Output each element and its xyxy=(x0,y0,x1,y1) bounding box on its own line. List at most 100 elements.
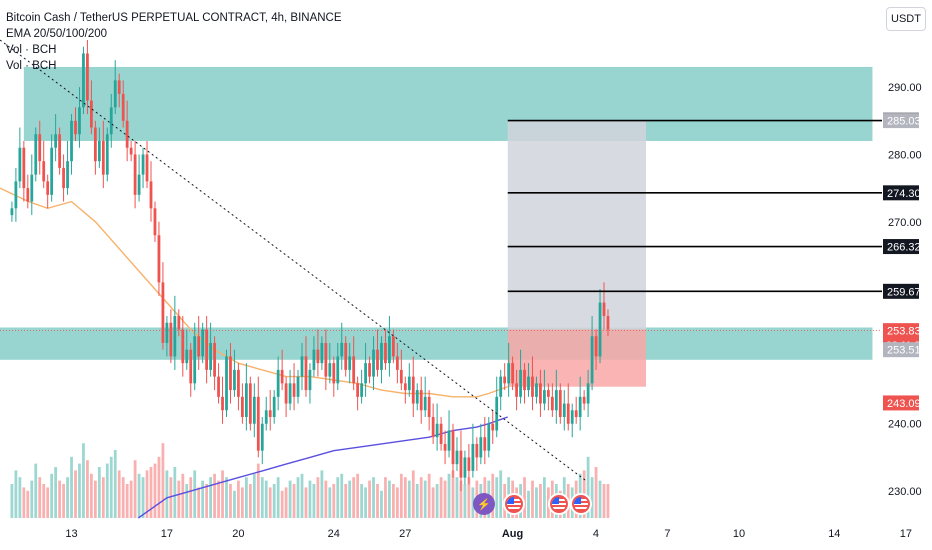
candle-body xyxy=(97,140,101,162)
candle-body xyxy=(554,390,558,411)
volume-bar xyxy=(213,473,216,518)
candle-body xyxy=(380,342,383,370)
volume-bar xyxy=(348,480,352,518)
time-tick-label: 4 xyxy=(593,528,599,540)
volume-bar xyxy=(384,477,387,518)
candle-body xyxy=(74,120,77,135)
candle-body xyxy=(256,396,260,451)
volume-bar xyxy=(169,477,173,518)
price-tag-label: 253.51 xyxy=(887,345,921,357)
symbol-title[interactable]: Bitcoin Cash / TetherUS PERPETUAL CONTRA… xyxy=(6,12,342,24)
volume-bar xyxy=(105,463,109,518)
volume-indicator-label-2[interactable]: Vol · BCH xyxy=(6,60,57,72)
candle-body xyxy=(602,302,606,317)
stop-zone xyxy=(507,329,647,387)
candle-body xyxy=(233,369,236,391)
volume-bar xyxy=(471,487,475,518)
candle-body xyxy=(467,457,471,471)
candle-body xyxy=(66,161,69,189)
price-tag xyxy=(883,342,919,358)
volume-bar xyxy=(121,477,125,518)
us-flag-event-icon[interactable] xyxy=(548,493,570,515)
supply-demand-zone xyxy=(23,66,873,141)
ema-indicator-label[interactable]: EMA 20/50/100/200 xyxy=(6,28,108,40)
volume-bar xyxy=(360,484,364,518)
candle-body xyxy=(352,356,356,384)
candle-body xyxy=(185,349,189,364)
candle-body xyxy=(153,208,157,236)
volume-bar xyxy=(395,487,399,518)
candle-body xyxy=(372,349,375,377)
volume-bar xyxy=(252,473,256,518)
candle-body xyxy=(209,342,212,370)
us-flag-event-icon[interactable] xyxy=(503,493,525,515)
candle-body xyxy=(447,430,451,451)
candle-body xyxy=(272,396,276,418)
candle-body xyxy=(527,376,530,391)
time-tick-label: 24 xyxy=(328,528,340,540)
volume-bar xyxy=(149,467,153,518)
candle-body xyxy=(606,316,610,330)
volume-bar xyxy=(324,480,328,518)
currency-button[interactable]: USDT xyxy=(886,7,926,31)
price-tick-label: 270.00 xyxy=(888,217,922,229)
volume-bar xyxy=(93,480,97,518)
candle-body xyxy=(543,390,546,404)
candle-body xyxy=(479,437,483,458)
volume-bar xyxy=(161,443,165,518)
price-tick-label: 240.00 xyxy=(888,419,922,431)
us-flag-event-icon[interactable] xyxy=(570,493,592,515)
volume-bar xyxy=(241,487,244,518)
candle-body xyxy=(78,107,81,135)
flag-icon xyxy=(552,497,566,511)
candle-body xyxy=(451,430,455,465)
candle-body xyxy=(566,403,570,424)
candle-body xyxy=(364,363,367,384)
candle-body xyxy=(503,376,507,384)
candle-body xyxy=(407,376,411,391)
candle-body xyxy=(570,410,574,424)
volume-bar xyxy=(86,460,89,518)
candle-body xyxy=(213,342,216,377)
candle-body xyxy=(109,107,113,135)
candle-body xyxy=(550,396,554,411)
candle-body xyxy=(264,410,268,424)
candle-body xyxy=(145,154,149,182)
candle-body xyxy=(487,423,491,451)
volume-bar xyxy=(137,473,141,518)
volume-bar xyxy=(58,480,61,518)
candle-body xyxy=(181,329,185,364)
ema-50-line xyxy=(0,187,508,398)
candle-body xyxy=(58,134,61,168)
volume-bar xyxy=(586,456,590,518)
candle-body xyxy=(229,356,232,391)
candle-body xyxy=(173,316,177,357)
candle-body xyxy=(252,396,256,424)
volume-bar xyxy=(157,456,161,518)
volume-bar xyxy=(376,484,379,518)
ema-lines xyxy=(0,187,508,519)
candle-body xyxy=(197,336,201,357)
candle-body xyxy=(141,154,145,175)
candle-body xyxy=(165,322,169,343)
lightning-event-icon[interactable]: ⚡ xyxy=(473,493,495,515)
candle-body xyxy=(93,127,97,162)
price-tag-label: 243.09 xyxy=(887,398,921,410)
candle-body xyxy=(217,376,220,397)
volume-bar xyxy=(288,480,292,518)
candle-body xyxy=(332,363,336,384)
candle-body xyxy=(344,342,348,370)
volume-indicator-label[interactable]: Vol · BCH xyxy=(6,44,57,56)
candle-body xyxy=(392,336,395,357)
price-tag xyxy=(883,239,919,255)
volume-bar xyxy=(543,477,546,518)
volume-bar xyxy=(423,480,427,518)
time-tick-label: 14 xyxy=(828,528,840,540)
time-tick-label: 27 xyxy=(399,528,411,540)
volume-bar xyxy=(292,484,296,518)
candle-body xyxy=(475,443,479,458)
candle-body xyxy=(90,100,93,128)
candle-body xyxy=(189,349,193,384)
candle-body xyxy=(46,181,50,195)
